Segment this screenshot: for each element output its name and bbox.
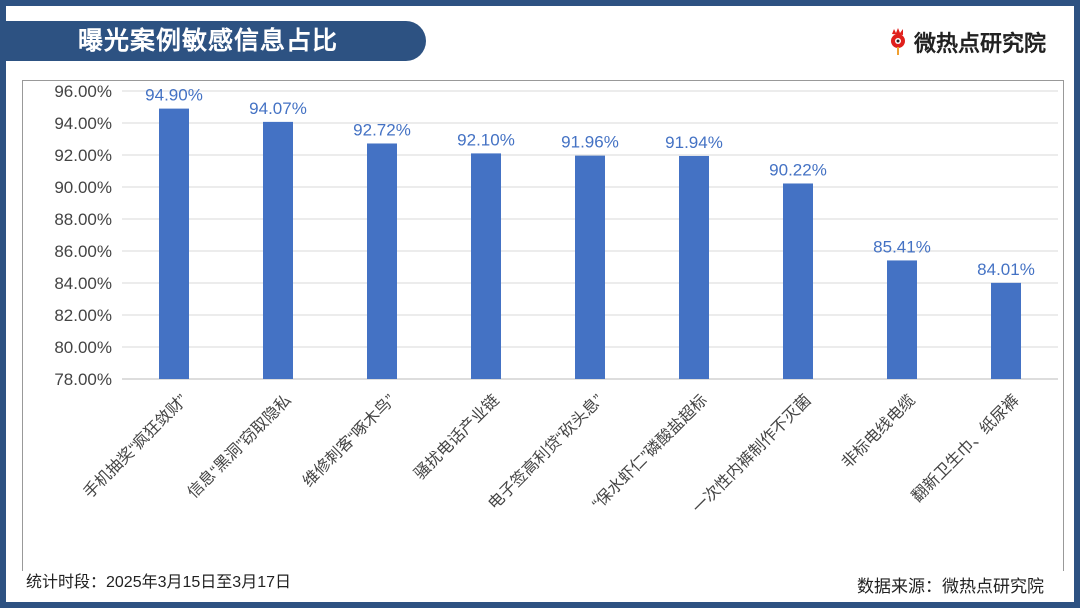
x-tick-label: 骚扰电话产业链	[411, 391, 503, 483]
x-tick-label: 维修刺客“啄木鸟”	[299, 391, 398, 490]
bar-chart: 78.00% 80.00% 82.00% 84.00% 86.00% 88.00% 90.0…	[54, 82, 1058, 517]
x-tick-label: 一次性内裤制作不灭菌	[689, 391, 815, 517]
statistics-period: 统计时段：2025年3月15日至3月17日	[26, 574, 291, 591]
y-tick-label: 86.00%	[54, 242, 112, 261]
slide: 曝光案例敏感信息占比 微热点研究院 78.00% 80.00% 82.00% 84.0…	[6, 6, 1074, 602]
data-label: 92.10%	[457, 130, 515, 149]
y-tick-label: 78.00%	[54, 370, 112, 389]
data-label: 94.07%	[249, 99, 307, 118]
bar	[887, 260, 917, 379]
y-tick-label: 80.00%	[54, 338, 112, 357]
y-tick-label: 82.00%	[54, 306, 112, 325]
bar	[263, 121, 293, 379]
bar	[159, 108, 189, 379]
y-tick-label: 84.00%	[54, 274, 112, 293]
y-tick-label: 88.00%	[54, 210, 112, 229]
x-tick-label: 手机抽奖“疯狂敛财”	[80, 391, 191, 502]
x-tick-label: 信息“黑洞”窃取隐私	[184, 391, 295, 502]
data-label: 92.72%	[353, 120, 411, 139]
data-label: 90.22%	[769, 160, 827, 179]
page-title: 曝光案例敏感信息占比	[6, 21, 426, 61]
y-tick-label: 90.00%	[54, 178, 112, 197]
x-tick-label: “保水虾仁”磷酸盐超标	[589, 391, 711, 513]
logo-eye-icon	[888, 28, 910, 56]
y-tick-label: 94.00%	[54, 114, 112, 133]
data-label: 91.94%	[665, 133, 723, 152]
data-label: 91.96%	[561, 133, 619, 152]
bar	[471, 153, 501, 379]
x-tick-label: 翻新卫生巾、纸尿裤	[908, 391, 1023, 506]
data-source: 数据来源：微热点研究院	[857, 577, 1044, 596]
bar	[679, 155, 709, 379]
y-tick-label: 92.00%	[54, 146, 112, 165]
bar	[783, 183, 813, 379]
x-tick-label: 电子签高利贷“砍头息”	[485, 391, 607, 513]
chart-frame	[22, 80, 1064, 571]
y-tick-label: 96.00%	[54, 82, 112, 101]
bar	[367, 143, 397, 379]
bar	[991, 282, 1021, 379]
logo-text: 微热点研究院	[913, 31, 1046, 56]
data-label: 85.41%	[873, 237, 931, 256]
data-label: 84.01%	[977, 260, 1035, 279]
data-label: 94.90%	[145, 86, 203, 105]
logo: 微热点研究院	[888, 26, 1046, 58]
x-tick-label: 非标电线电缆	[838, 391, 919, 472]
bar	[575, 155, 605, 379]
